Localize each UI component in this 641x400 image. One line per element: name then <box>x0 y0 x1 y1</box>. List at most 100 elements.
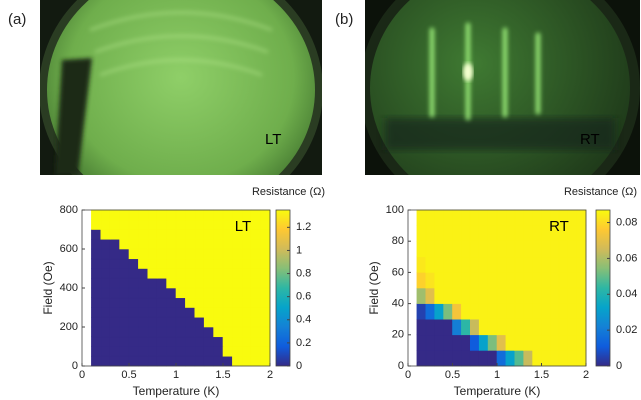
heatmap-cell <box>469 240 480 258</box>
heatmap-cell <box>109 336 120 347</box>
heatmap-cell <box>119 219 130 230</box>
heatmap-cell <box>425 318 435 336</box>
heatmap-cell <box>469 334 480 351</box>
heatmap-cell <box>147 355 158 367</box>
image-label: LT <box>265 131 281 148</box>
heatmap-cell <box>425 287 435 304</box>
heatmap-cell <box>222 248 233 260</box>
heatmap-cell <box>128 229 139 240</box>
heatmap-cell <box>194 336 205 347</box>
heatmap-cell <box>496 334 507 351</box>
heatmap-cell <box>567 287 578 304</box>
heatmap-cell <box>119 209 130 221</box>
heatmap-cell <box>128 326 139 338</box>
heatmap-cell <box>260 297 271 308</box>
heatmap-cell <box>91 209 102 221</box>
colorbar-tick-label: 0.08 <box>616 216 637 228</box>
heatmap-cell <box>558 256 569 273</box>
heatmap-cell <box>166 326 177 338</box>
heatmap-cell <box>514 334 524 351</box>
heatmap-cell <box>109 229 120 240</box>
heatmap-cell <box>166 209 177 221</box>
x-axis-label: Temperature (K) <box>133 384 220 398</box>
heatmap-cell <box>250 316 261 328</box>
heatmap-cell <box>505 240 516 258</box>
heatmap-cell <box>119 316 130 328</box>
heatmap-cell <box>241 346 252 357</box>
heatmap-cell <box>260 258 271 269</box>
heatmap-cell <box>260 316 271 328</box>
x-tick-label: 0 <box>79 369 85 381</box>
heatmap-cell <box>156 268 167 279</box>
heatmap-cell <box>250 297 261 308</box>
heatmap-cell <box>550 256 560 273</box>
x-tick-label: 1 <box>173 369 179 381</box>
heatmap-cell <box>185 248 196 260</box>
heatmap-cell <box>203 316 214 328</box>
heatmap-cell <box>260 219 271 230</box>
heatmap-cell <box>496 240 507 258</box>
heatmap-cell <box>434 350 444 367</box>
heatmap-cell <box>532 334 542 351</box>
heatmap-cell <box>416 209 427 226</box>
heatmap-cell <box>100 355 111 367</box>
heatmap-cell <box>222 238 233 250</box>
heatmap-cell <box>100 316 111 328</box>
y-tick-label: 0 <box>72 360 78 372</box>
heatmap-cell <box>166 287 177 299</box>
heatmap-cell <box>138 277 149 289</box>
heatmap-cell <box>203 346 214 357</box>
heatmap-cell <box>232 248 243 260</box>
heatmap-cell <box>443 334 453 351</box>
heatmap-cell <box>487 256 498 273</box>
heatmap-cell <box>147 287 158 299</box>
heatmap-cell <box>523 287 533 304</box>
heatmap-cell <box>523 318 533 336</box>
heatmap-cell <box>156 238 167 250</box>
heatmap-cell <box>91 248 102 260</box>
colorbar-label: Resistance (Ω) <box>252 186 325 198</box>
heatmap-cell <box>156 346 167 357</box>
heatmap-cell <box>185 229 196 240</box>
heatmap-cell <box>91 336 102 347</box>
heatmap-cell <box>194 287 205 299</box>
heatmap-cell <box>185 326 196 338</box>
heatmap-cell <box>541 350 551 367</box>
x-axis-label: Temperature (K) <box>454 384 541 398</box>
heatmap-cell <box>166 355 177 367</box>
heatmap-cell <box>576 240 587 258</box>
heatmap-cell <box>487 240 498 258</box>
heatmap-cell <box>109 209 120 221</box>
heatmap-cell <box>203 229 214 240</box>
heatmap-cell <box>461 209 471 226</box>
heatmap-cell <box>576 256 587 273</box>
heatmap-cell <box>232 287 243 299</box>
heatmap-cell <box>109 326 120 338</box>
heatmap-cell <box>194 355 205 367</box>
heatmap-cell <box>550 240 560 258</box>
heatmap-cell <box>222 297 233 308</box>
heatmap-cell <box>576 318 587 336</box>
heatmap-cell <box>576 303 587 320</box>
heatmap-cell <box>156 277 167 289</box>
heatmap-cell <box>260 346 271 357</box>
heatmap-cell <box>222 336 233 347</box>
colorbar <box>595 209 611 367</box>
heatmap-cell <box>487 334 498 351</box>
heatmap-cell <box>109 297 120 308</box>
heatmap-cell <box>147 346 158 357</box>
colorbar <box>275 209 291 367</box>
heatmap-cell <box>434 209 444 226</box>
heatmap-cell <box>260 229 271 240</box>
heatmap-cell <box>443 272 453 289</box>
heatmap-cell <box>128 219 139 230</box>
y-axis-label: Field (Oe) <box>41 261 55 314</box>
x-tick-label: 2 <box>267 369 273 381</box>
heatmap-cell <box>558 272 569 289</box>
heatmap-cell <box>496 303 507 320</box>
heatmap-cell <box>91 229 102 240</box>
heatmap-cell <box>147 277 158 289</box>
heatmap-cell <box>213 346 224 357</box>
y-tick-label: 40 <box>392 298 404 310</box>
